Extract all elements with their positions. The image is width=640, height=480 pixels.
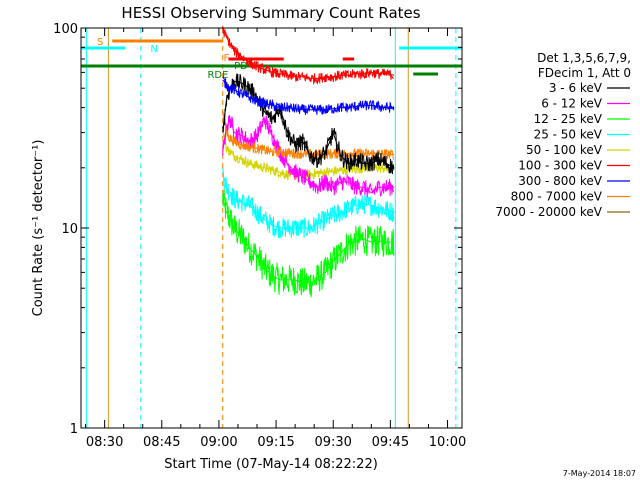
flag-label-rde: RDE [207,70,228,81]
x-axis-label: Start Time (07-May-14 08:22:22) [164,457,378,472]
series-3 [222,167,395,239]
x-tick-label-1: 08:45 [143,435,180,450]
flag-label-pd: PD [234,61,248,72]
y-tick-label-1: 10 [61,222,78,237]
legend-label-0: 3 - 6 keV [549,81,603,95]
series-noise-2 [222,188,395,298]
x-tick-label-0: 08:30 [86,435,123,450]
series-noise-0 [222,73,395,175]
series-noise-5 [222,25,395,86]
x-tick-label-3: 09:15 [257,435,294,450]
x-tick-label-6: 10:00 [429,435,466,450]
legend-label-3: 25 - 50 keV [534,128,603,142]
y-tick-label-0: 100 [53,22,78,37]
series-6 [222,76,395,116]
series-5 [222,25,395,86]
legend: Det 1,3,5,6,7,9,FDecim 1, Att 03 - 6 keV… [495,51,631,219]
series-layer [222,25,395,298]
legend-label-4: 50 - 100 keV [526,143,603,157]
series-7 [222,111,395,161]
series-0 [222,73,395,175]
series-2 [222,188,395,298]
legend-label-6: 300 - 800 keV [518,174,602,188]
legend-label-1: 6 - 12 keV [541,97,603,111]
flag-label-f: F [223,53,229,64]
y-axis-label: Count Rate (s⁻¹ detector⁻¹) [31,140,46,317]
x-tick-label-4: 09:30 [314,435,351,450]
series-noise-7 [222,111,394,161]
plot-timestamp: 7-May-2014 18:07 [563,469,636,478]
flags-layer: S N F RDE PD [81,28,462,428]
flag-label-n: N [150,44,157,55]
x-tick-label-5: 09:45 [372,435,409,450]
series-noise-1 [222,115,395,198]
series-noise-4 [222,128,394,181]
series-1 [222,115,395,198]
legend-label-5: 100 - 300 keV [518,159,602,173]
legend-label-7: 800 - 7000 keV [511,190,603,204]
x-tick-label-2: 09:00 [200,435,237,450]
flag-label-s: S [97,37,103,48]
legend-label-8: 7000 - 20000 keV [495,205,602,219]
y-tick-label-2: 1 [70,422,78,437]
axes-layer: 100 10 1 08:30 08:45 09:00 09:15 09:30 09:45 10:0… [53,22,466,450]
legend-header-1: FDecim 1, Att 0 [538,66,631,80]
series-noise-6 [222,76,395,116]
legend-header-0: Det 1,3,5,6,7,9, [537,51,631,65]
series-noise-3 [222,167,395,239]
chart-title: HESSI Observing Summary Count Rates [121,4,420,22]
legend-label-2: 12 - 25 keV [534,112,603,126]
